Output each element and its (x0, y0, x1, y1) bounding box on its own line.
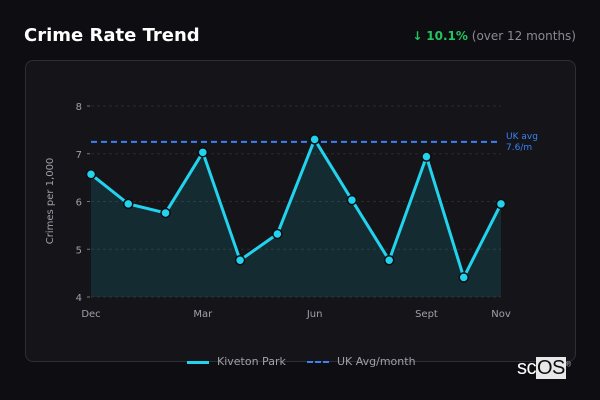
data-point (458, 272, 469, 283)
data-point (160, 207, 171, 219)
legend-swatch-solid (187, 360, 209, 364)
trend-summary: ↓ 10.1% (over 12 months) (412, 29, 576, 43)
y-tick-label: 4 (76, 293, 82, 304)
data-point (85, 169, 97, 180)
trend-arrow-icon: ↓ (412, 29, 423, 43)
y-axis-label: Crimes per 1,000 (45, 158, 56, 245)
page-title: Crime Rate Trend (24, 25, 200, 46)
x-tick-label: Jun (306, 309, 323, 320)
y-tick-label: 6 (76, 198, 82, 209)
y-tick-label: 7 (76, 150, 82, 161)
legend-label: Kiveton Park (217, 355, 286, 368)
trend-value: 10.1% (426, 29, 468, 43)
uk-average-label: UK avg (506, 132, 538, 142)
data-point (123, 198, 134, 210)
legend-item-series[interactable]: Kiveton Park (187, 355, 286, 368)
data-point (272, 228, 283, 240)
y-tick-label: 5 (76, 245, 82, 256)
logo-text: OS (536, 357, 566, 379)
legend-swatch-dashed (307, 361, 329, 363)
data-point (346, 194, 358, 206)
logo-mark: ® (565, 361, 571, 369)
trend-period: (over 12 months) (471, 29, 576, 43)
series-area (91, 139, 501, 297)
x-tick-label: Nov (491, 309, 511, 320)
x-tick-label: Dec (81, 309, 100, 320)
legend-label: UK Avg/month (337, 355, 416, 368)
x-tick-label: Mar (193, 309, 213, 320)
data-point (495, 198, 507, 210)
data-point (197, 147, 209, 158)
scos-logo: scOS® (517, 357, 571, 380)
data-point (383, 254, 395, 266)
logo-text: sc (517, 357, 537, 379)
x-tick-label: Sept (415, 309, 438, 320)
data-point (234, 254, 246, 266)
data-point (309, 134, 320, 145)
uk-average-value: 7.6/m (506, 143, 532, 153)
chart-card (25, 60, 576, 362)
legend-item-avg[interactable]: UK Avg/month (307, 355, 416, 368)
data-point (421, 151, 432, 162)
y-tick-label: 8 (76, 102, 82, 113)
series-line (90, 137, 503, 279)
